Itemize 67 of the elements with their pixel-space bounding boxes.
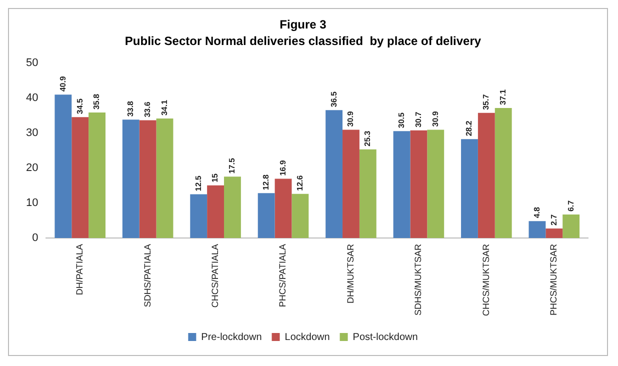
x-tick-label: SDHS/PATIALA <box>142 244 152 308</box>
data-label: 33.8 <box>126 100 136 117</box>
legend-label: Post-lockdown <box>352 332 418 343</box>
bar <box>274 178 292 238</box>
data-label: 4.8 <box>532 206 542 218</box>
x-tick-label: CHCS/PATIALA <box>210 244 220 308</box>
data-label: 15 <box>210 172 220 182</box>
bar <box>292 194 309 238</box>
x-tick-label: PHCS/MUKTSAR <box>548 244 559 316</box>
bar <box>72 117 89 238</box>
data-label: 35.7 <box>482 94 491 110</box>
bar <box>156 118 174 238</box>
bar <box>410 130 428 238</box>
y-tick-label: 30 <box>26 126 38 139</box>
bar <box>478 112 495 238</box>
bar <box>139 120 156 238</box>
data-label: 33.6 <box>143 101 152 118</box>
chart-title: Figure 3 <box>280 18 327 32</box>
bar <box>562 214 580 238</box>
data-label: 37.1 <box>498 88 508 105</box>
data-label: 36.5 <box>329 90 338 108</box>
bar <box>494 108 512 238</box>
y-tick-label: 10 <box>26 196 38 209</box>
data-label: 35.8 <box>92 93 102 110</box>
y-tick-label: 0 <box>32 232 38 244</box>
data-label: 12.6 <box>295 174 304 191</box>
y-tick-label: 50 <box>26 56 38 69</box>
x-tick-label: CHCS/MUKTSAR <box>480 244 491 316</box>
bar <box>224 176 241 238</box>
bar <box>207 185 224 238</box>
bar <box>190 194 208 238</box>
bar <box>359 149 376 238</box>
data-label: 30.5 <box>396 112 406 128</box>
chart-subtitle: Public Sector Normal deliveries classified by place of delivery <box>124 34 482 48</box>
bar <box>258 193 275 238</box>
data-label: 12.5 <box>194 175 203 192</box>
data-label: 34.1 <box>160 99 169 116</box>
bar <box>546 228 563 238</box>
bar <box>393 131 410 238</box>
bar <box>122 120 140 238</box>
x-tick-label: DH/MUKTSAR <box>345 244 356 304</box>
x-tick-label: DH/PATIALA <box>74 244 85 296</box>
data-label: 16.9 <box>278 160 288 176</box>
bar <box>54 94 72 238</box>
data-label: 25.3 <box>363 130 372 146</box>
legend-label: Pre-lockdown <box>201 332 262 343</box>
bar <box>461 139 478 238</box>
bar <box>326 110 343 238</box>
data-label: 2.7 <box>549 214 558 226</box>
bar <box>342 130 360 238</box>
data-label: 12.8 <box>262 174 271 190</box>
x-tick-label: SDHS/MUKTSAR <box>413 244 424 316</box>
data-label: 6.7 <box>566 200 576 212</box>
data-label: 34.5 <box>75 98 84 114</box>
x-tick-label: PHCS/PATIALA <box>278 244 288 308</box>
bar <box>427 130 444 238</box>
data-label: 17.5 <box>228 158 237 174</box>
bar <box>528 221 546 238</box>
bar <box>88 112 106 238</box>
y-tick-label: 40 <box>26 92 38 104</box>
data-label: 30.7 <box>414 111 423 128</box>
data-label: 30.9 <box>346 110 356 127</box>
data-label: 28.2 <box>464 120 474 136</box>
data-label: 40.9 <box>58 76 68 92</box>
y-tick-label: 20 <box>26 162 38 174</box>
legend-label: Lockdown <box>284 332 330 343</box>
data-label: 30.9 <box>430 110 440 127</box>
